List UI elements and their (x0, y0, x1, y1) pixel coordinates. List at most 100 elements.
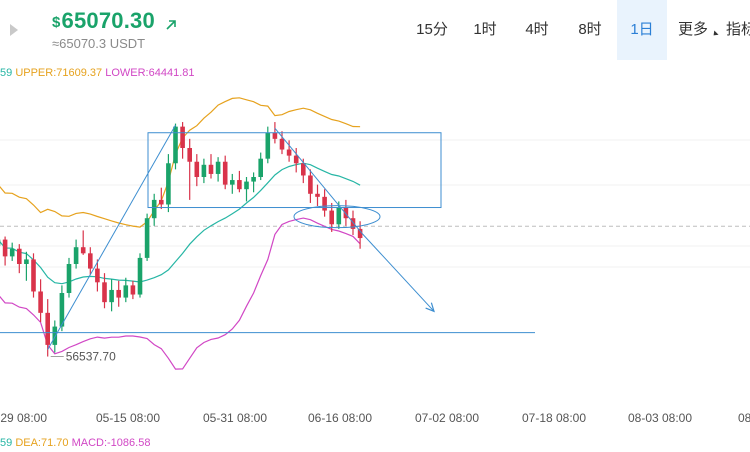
arrow-head-icon (425, 302, 435, 313)
boll-indicator-values: 59 UPPER:71609.37 LOWER:64441.81 (0, 67, 195, 79)
tab-1h[interactable]: 1时 (473, 21, 497, 38)
candle-body (159, 199, 164, 205)
projection-arrow-line (361, 233, 435, 312)
candle (123, 277, 129, 303)
candle-body (208, 164, 214, 174)
candle-body (73, 247, 79, 264)
candle-body (265, 132, 271, 159)
candle-body (230, 180, 235, 185)
candle-body (123, 285, 129, 298)
candle (130, 280, 136, 300)
candle-body (109, 289, 114, 303)
candle (137, 253, 143, 298)
annotations: 56537.70 (0, 124, 535, 364)
candle-body (95, 268, 100, 283)
bollinger-bands (0, 97, 361, 370)
arrow-up-right-icon (166, 20, 176, 30)
candle (59, 285, 65, 332)
candle (237, 170, 242, 193)
price-usdt: ≈65070.3 USDT (52, 36, 146, 51)
candle-body (2, 239, 8, 257)
tab-indicators[interactable]: 指标 (726, 21, 750, 38)
candle-body (116, 289, 121, 298)
currency-symbol: $ (52, 14, 61, 31)
candle-body (286, 149, 292, 156)
candle-body (52, 326, 58, 345)
candle (286, 140, 292, 162)
boll-upper-line (0, 97, 361, 228)
macd-indicator-values: 59 DEA:71.70 MACD:-1086.58 (0, 437, 150, 449)
tab-more-label: 更多 (677, 21, 708, 38)
boll-lower-line (0, 217, 361, 370)
play-icon[interactable] (10, 24, 18, 36)
candle (194, 154, 200, 187)
candle (66, 257, 72, 298)
tab-8h[interactable]: 8时 (578, 21, 602, 38)
tab-1d[interactable]: 1日 (617, 0, 667, 60)
candle-body (38, 291, 43, 313)
candle (159, 187, 164, 210)
boll-upper-value: UPPER:71609.37 (15, 67, 103, 79)
candle (80, 230, 86, 255)
candle-body (137, 257, 143, 295)
macd-dea-value: DEA:71.70 (15, 437, 69, 449)
candle (2, 236, 8, 266)
candle-body (88, 253, 93, 269)
candle (38, 279, 43, 322)
boll-lower-value: LOWER:64441.81 (105, 67, 195, 79)
candle-body (322, 196, 327, 211)
candle-body (237, 180, 242, 190)
candle-body (357, 228, 363, 239)
x-tick-label: 08-19 08:00 (738, 411, 750, 425)
macd-value: MACD:-1086.58 (71, 437, 151, 449)
candle (17, 244, 22, 274)
candle-body (201, 164, 207, 177)
candle (116, 280, 121, 307)
candle-body (194, 161, 200, 177)
candle-body (9, 248, 15, 257)
price-chart[interactable]: 56537.70 04-29 08:00 05-15 08:00 05-31 08:… (0, 80, 750, 432)
candle-body (187, 148, 192, 162)
candle (293, 148, 299, 173)
candles (0, 122, 363, 357)
candle-body (80, 247, 86, 254)
x-axis: 04-29 08:00 05-15 08:00 05-31 08:00 06-16 0… (0, 411, 750, 425)
downtrend-line (274, 127, 363, 234)
caret-down-icon (711, 30, 719, 38)
x-tick-label: 06-16 08:00 (308, 411, 372, 425)
candle (201, 158, 207, 184)
header-bar: $65070.30 ≈65070.3 USDT 15分 1时 4时 8时 1日 … (0, 0, 750, 60)
candle (215, 157, 221, 182)
candle (180, 122, 185, 159)
candle (31, 253, 36, 298)
tab-4h[interactable]: 4时 (525, 21, 549, 38)
tab-more[interactable]: 更多 (670, 0, 726, 60)
candle (151, 193, 157, 226)
candle (230, 173, 235, 194)
x-tick-label: 05-31 08:00 (203, 411, 267, 425)
candle-body (31, 259, 36, 292)
candle (279, 131, 285, 155)
candle (45, 299, 50, 357)
candle-body (308, 175, 313, 194)
x-tick-label: 05-15 08:00 (96, 411, 160, 425)
candle-body (215, 161, 221, 174)
candle-body (17, 248, 22, 264)
candle-body (329, 210, 334, 225)
candle (251, 172, 256, 193)
consolidation-box (147, 132, 442, 209)
candle-body (59, 293, 65, 327)
boll-mid-line (0, 162, 361, 285)
candle (343, 199, 349, 226)
candle-body (144, 218, 150, 258)
tab-15m[interactable]: 15分 (416, 21, 448, 38)
candle (24, 251, 29, 281)
x-tick-label: 08-03 08:00 (628, 411, 692, 425)
candle (102, 273, 107, 309)
candle (73, 239, 79, 269)
candle (9, 242, 15, 261)
x-tick-label: 07-18 08:00 (522, 411, 586, 425)
x-tick-label: 07-02 08:00 (415, 411, 479, 425)
candle (258, 152, 263, 181)
candle (208, 154, 214, 179)
